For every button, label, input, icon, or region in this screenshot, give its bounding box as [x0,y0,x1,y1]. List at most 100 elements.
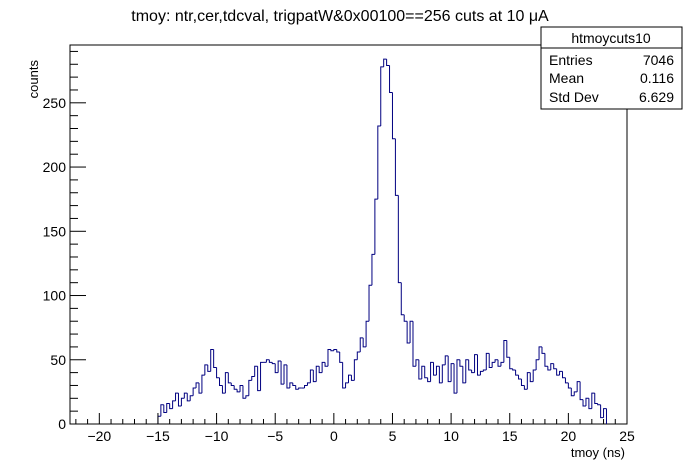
histogram-bin [430,361,434,382]
histogram-bin [312,370,317,383]
histogram-bin [435,365,440,376]
histogram-bin [503,339,507,363]
histogram-bin [412,321,416,367]
histogram-bin [365,320,370,347]
histogram-bin [523,385,528,390]
histogram-bin [342,362,346,389]
histogram-bin [298,387,302,390]
x-tick-label: 5 [389,428,397,444]
histogram-bin [336,349,340,353]
histogram-bin [177,393,182,407]
x-tick-label: −5 [267,428,283,444]
histogram-bin [210,348,214,372]
histogram-bin [330,349,334,352]
stats-entries-label: Entries [549,52,593,68]
histogram-bin [327,348,331,367]
x-tick-label: −15 [146,428,170,444]
y-tick-label: 0 [58,416,66,432]
histogram-bin [474,354,478,373]
histogram-bin [374,198,378,255]
histogram-bin [260,361,264,391]
histogram-bin [180,397,185,407]
x-tick-label: 15 [502,428,518,444]
histogram-bin [274,363,279,374]
histogram-bin [339,352,343,363]
histogram-bin [515,370,519,376]
histogram-bin [391,92,396,140]
histogram-bin [433,362,437,376]
histogram-bin [192,387,197,396]
histogram-bin [409,320,413,344]
histogram-bin [424,366,428,379]
histogram-bin [280,361,285,385]
histogram-bin [450,363,455,382]
histogram-bin [195,382,199,389]
histogram-bin [476,354,481,376]
histogram-bin [585,397,589,407]
histogram-bin [567,382,572,389]
histogram-bin [570,388,575,397]
x-tick-label: 10 [443,428,459,444]
histogram-bin [468,359,472,371]
histogram-bin [532,369,537,382]
histogram-bin [362,337,367,348]
histogram-bin [277,360,282,373]
histogram-bin [547,366,551,371]
histogram-bin [576,381,581,392]
histogram-bin [221,385,226,394]
histogram-bin [245,395,249,399]
histogram-bin [271,362,276,365]
histogram-bin [497,359,501,367]
histogram-bin [315,365,320,382]
stats-mean-label: Mean [549,70,584,86]
histogram-bin [441,364,446,383]
histogram-bin [579,381,584,401]
histogram-bin [289,382,293,389]
histogram-bin [207,364,211,372]
histogram-bin [186,393,191,402]
histogram-bin [321,361,326,373]
histogram-bin [600,404,604,419]
histogram-bin [239,384,243,392]
histogram-bin [500,361,504,367]
histogram-bin [415,359,419,367]
histogram-bin [400,282,405,316]
histogram-bin [535,359,540,371]
y-tick-label: 250 [43,95,67,111]
histogram-bin [438,366,443,384]
histogram-bin [479,370,484,376]
histogram-bin [444,355,449,365]
histogram-bin [389,65,393,94]
histogram-bin [204,364,208,376]
stats-box-frame [540,26,683,110]
histogram-bin [265,359,270,363]
x-axis-title: tmoy (ns) [571,445,625,460]
histogram-bin [394,138,399,196]
histogram-bin [216,367,220,379]
histogram-bin [309,369,314,383]
histogram-bin [359,337,364,353]
stats-entries-value: 7046 [643,52,674,68]
histogram-bin [594,393,598,404]
histogram-bin [456,359,460,394]
stats-stddev-label: Std Dev [549,89,599,105]
histogram-bin [541,346,545,354]
histogram-bin [295,385,299,390]
histogram-bin [172,400,176,409]
stats-histogram-name: htmoycuts10 [571,30,651,46]
histogram-bin [488,353,493,368]
y-tick-label: 150 [43,223,67,239]
histogram-bin [418,359,422,380]
histogram-bin [447,355,452,383]
histogram-bin [350,375,355,381]
stats-stddev-value: 6.629 [639,89,674,105]
histogram-bin [345,382,349,389]
histogram-bin [183,392,188,399]
x-tick-label: 0 [330,428,338,444]
histogram-bin [506,340,510,358]
histogram-bin [562,371,566,379]
y-tick-label: 200 [43,159,67,175]
histogram-bin [603,408,607,418]
histogram-bin [368,284,372,322]
